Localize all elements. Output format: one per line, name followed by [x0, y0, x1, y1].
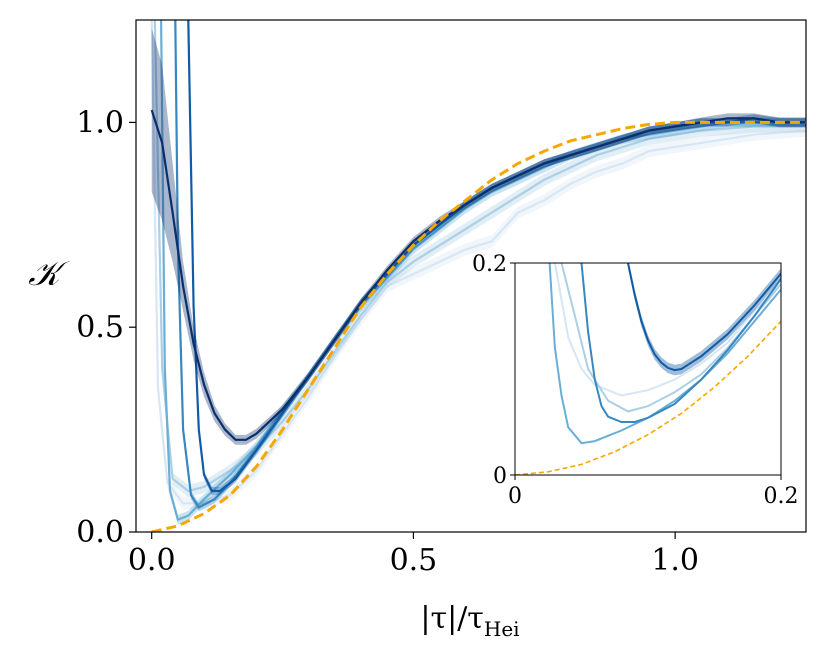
- plot-frame: [135, 19, 807, 533]
- inset-plot: 0 0.2 0 0.2: [472, 252, 799, 509]
- inset-series-line-3: [548, 263, 781, 445]
- inset-frame: [514, 262, 782, 476]
- inset-x-tick-label: 0.2: [764, 484, 799, 509]
- x-tick-label: 0.0: [128, 543, 176, 578]
- inset-y-tick-label: 0.2: [472, 252, 507, 277]
- inset-series-line-1: [553, 263, 781, 397]
- y-tick-label: 0.5: [76, 310, 124, 345]
- x-axis-label-main: |τ|/τ: [420, 601, 484, 636]
- series-line-2: [153, 20, 806, 493]
- x-axis-label-subscript: Hei: [484, 617, 520, 641]
- series-line-3: [160, 20, 806, 522]
- reference-curve: [151, 120, 806, 532]
- series-line-6: [150, 109, 806, 441]
- y-axis-label: 𝒦: [28, 254, 70, 294]
- plot-area: [150, 20, 806, 532]
- inset-series-line-5: [627, 263, 781, 372]
- y-tick-label: 0.0: [76, 515, 124, 550]
- inset-plot-area: [515, 263, 781, 475]
- inset-y-tick-label: 0: [493, 464, 507, 489]
- inset-x-tick-label: 0: [508, 484, 522, 509]
- inset-reference-curve: [515, 320, 781, 475]
- x-tick-label: 1.0: [651, 543, 699, 578]
- inset-background: [515, 263, 781, 475]
- inset-series-line-4: [580, 263, 781, 423]
- x-tick-label: 0.5: [390, 543, 438, 578]
- x-axis-label: |τ|/τHei: [420, 601, 519, 641]
- y-tick-label: 1.0: [76, 105, 124, 140]
- main-plot: 0.0 0.5 1.0 0.0 0.5 1.0: [76, 19, 807, 578]
- series-line-1: [150, 20, 806, 505]
- series-band-3: [161, 20, 806, 525]
